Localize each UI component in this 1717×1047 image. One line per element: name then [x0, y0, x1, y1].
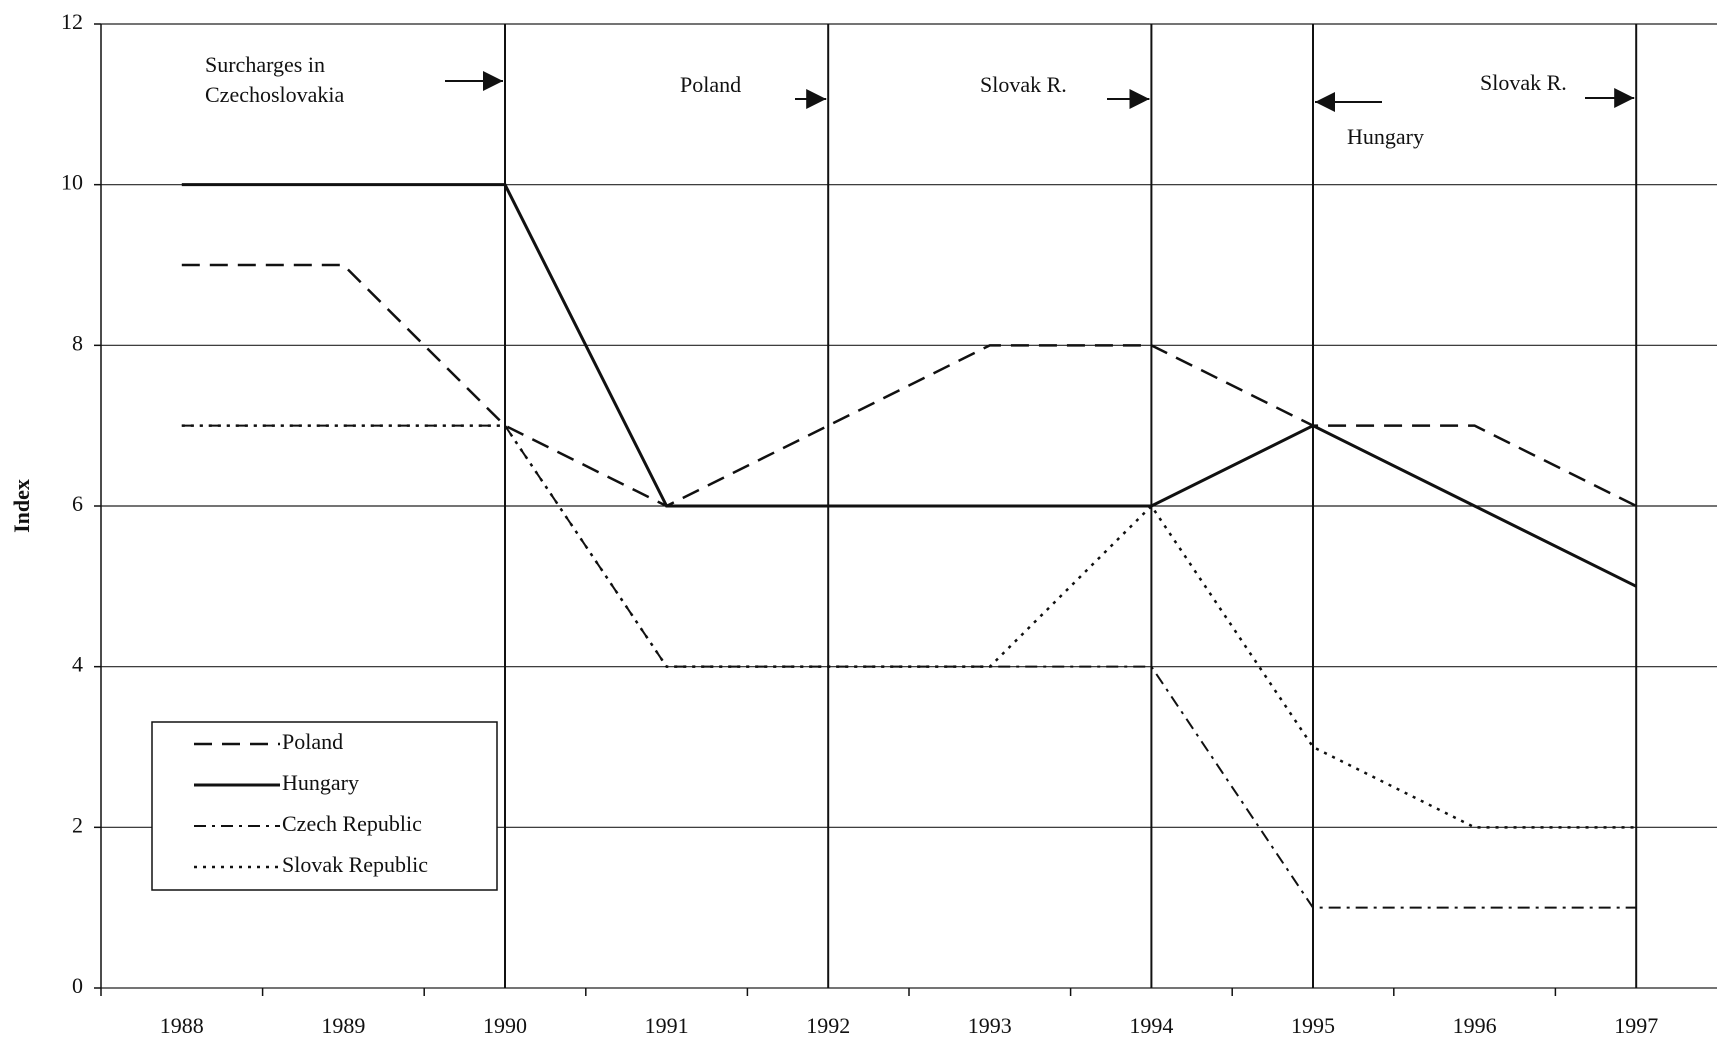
annotation: Slovak R.	[1480, 70, 1567, 95]
x-tick-label: 1996	[1453, 1013, 1497, 1038]
annotation-box: Surcharges in Czechoslovakia	[205, 52, 345, 107]
x-tick-label: 1988	[160, 1013, 204, 1038]
y-tick-label: 8	[72, 330, 83, 355]
annotation: Surcharges in Czechoslovakia	[205, 52, 345, 107]
legend-label: Poland	[282, 729, 343, 754]
x-tick-label: 1993	[968, 1013, 1012, 1038]
x-tick-label: 1992	[806, 1013, 850, 1038]
x-tick-label: 1995	[1291, 1013, 1335, 1038]
annotation: Hungary	[1347, 124, 1424, 149]
y-tick-label: 2	[72, 812, 83, 837]
y-tick-label: 10	[61, 170, 83, 195]
y-tick-label: 4	[72, 652, 83, 677]
series-line	[181, 424, 1637, 829]
y-axis-label: Index	[9, 479, 34, 533]
annotation-box: Hungary	[1347, 124, 1424, 149]
x-tick-label: 1997	[1614, 1013, 1658, 1038]
x-tick-label: 1989	[321, 1013, 365, 1038]
x-tick-label: 1994	[1129, 1013, 1173, 1038]
annotation-box: Slovak R.	[1480, 70, 1567, 95]
x-tick-label: 1990	[483, 1013, 527, 1038]
legend-box	[151, 721, 498, 891]
annotation-box: Slovak R.	[980, 72, 1067, 97]
series-line	[181, 263, 1637, 508]
y-tick-label: 12	[61, 9, 83, 34]
legend-label: Slovak Republic	[282, 852, 428, 877]
annotation-box: Poland	[680, 72, 742, 97]
legend-label: Hungary	[282, 770, 359, 795]
series-line	[181, 183, 1637, 588]
y-tick-label: 6	[72, 491, 83, 516]
annotation: Slovak R.	[980, 72, 1067, 97]
x-tick-label: 1991	[645, 1013, 689, 1038]
legend-label: Czech Republic	[282, 811, 422, 836]
y-tick-label: 0	[72, 973, 83, 998]
annotation: Poland	[680, 72, 742, 97]
